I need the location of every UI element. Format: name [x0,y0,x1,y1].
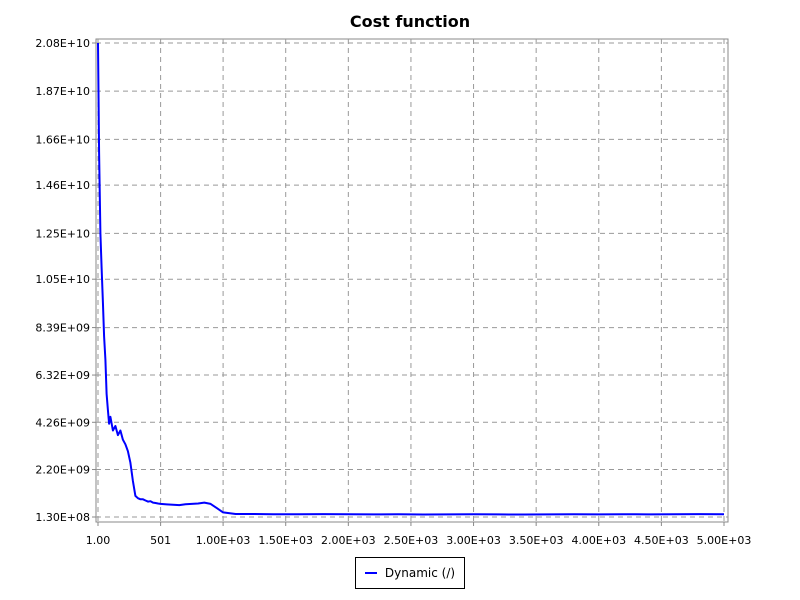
plot-area [95,38,729,523]
x-tick-label: 5.00E+03 [697,534,752,547]
y-tick-label: 6.32E+09 [35,369,90,382]
y-tick-label: 2.20E+09 [35,464,90,477]
x-tick-label: 3.50E+03 [509,534,564,547]
x-tick-label: 4.50E+03 [634,534,689,547]
x-tick-label: 2.00E+03 [321,534,376,547]
x-axis-ticks: 1.00 501 1.00E+03 1.50E+03 2.00E+03 2.50E+03 3… [86,522,752,547]
x-tick-label: 1.00 [86,534,111,547]
y-tick-label: 8.39E+09 [35,322,90,335]
legend-label-dynamic: Dynamic (/) [384,566,456,580]
series-line-0 [97,42,725,516]
legend-swatch-dynamic [364,572,377,574]
x-tick-label: 3.00E+03 [446,534,501,547]
y-tick-label: 1.46E+10 [35,179,90,192]
chart-title: Cost function [350,12,470,31]
series-group [97,42,725,516]
x-tick-label: 1.00E+03 [196,534,251,547]
x-tick-label: 501 [150,534,171,547]
y-tick-label: 1.30E+08 [35,511,90,524]
y-tick-label: 1.25E+10 [35,227,90,240]
y-tick-label: 2.08E+10 [35,37,90,50]
x-tick-label: 2.50E+03 [384,534,439,547]
x-tick-label: 1.50E+03 [258,534,313,547]
grid-lines [96,39,728,522]
y-tick-label: 1.66E+10 [35,133,90,146]
x-tick-label: 4.00E+03 [571,534,626,547]
y-tick-label: 1.87E+10 [35,85,90,98]
y-tick-label: 1.05E+10 [35,273,90,286]
legend: Dynamic (/) [355,557,465,589]
y-tick-label: 4.26E+09 [35,416,90,429]
y-axis-ticks: 1.30E+08 2.20E+09 4.26E+09 6.32E+09 8.39E+09… [35,37,96,524]
